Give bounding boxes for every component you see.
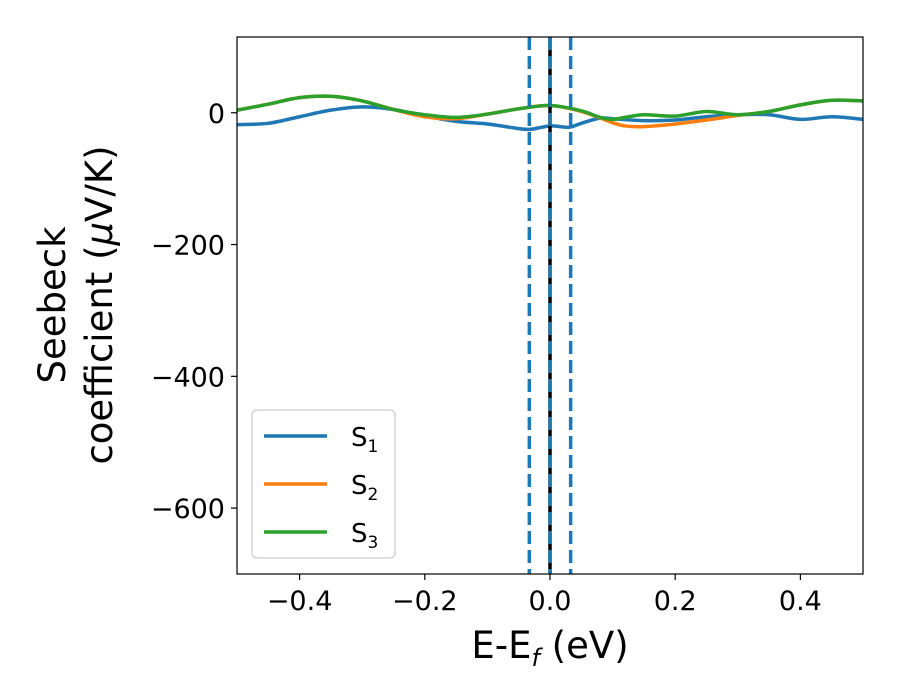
y-tick-label: −600: [151, 494, 225, 525]
x-tick-label: 0.2: [654, 586, 697, 617]
series-line-s3: [237, 94, 863, 122]
legend-label-s2: S2: [351, 471, 378, 505]
plot-area: [237, 37, 863, 574]
legend: S1 S2 S3: [251, 409, 396, 559]
y-tick-label: −400: [151, 362, 225, 393]
y-tick-label: −200: [151, 231, 225, 262]
y-axis-title-line2: coefficient (μV/K): [78, 145, 121, 464]
y-axis-title: Seebeck coefficient (μV/K): [31, 145, 121, 464]
y-axis-title-line1: Seebeck: [31, 226, 74, 384]
x-tick-label: −0.4: [267, 586, 333, 617]
x-tick-label: −0.2: [392, 586, 458, 617]
axes: −0.4 −0.2 0.0 0.2 0.4 0 −200 −400 −600: [151, 36, 864, 617]
x-tick-label: 0.0: [529, 586, 572, 617]
y-tick-label: 0: [208, 99, 225, 130]
x-tick-label: 0.4: [779, 586, 822, 617]
legend-label-s3: S3: [351, 519, 378, 553]
legend-label-s1: S1: [351, 423, 378, 457]
x-axis-title: E-Ef (eV): [471, 624, 628, 672]
